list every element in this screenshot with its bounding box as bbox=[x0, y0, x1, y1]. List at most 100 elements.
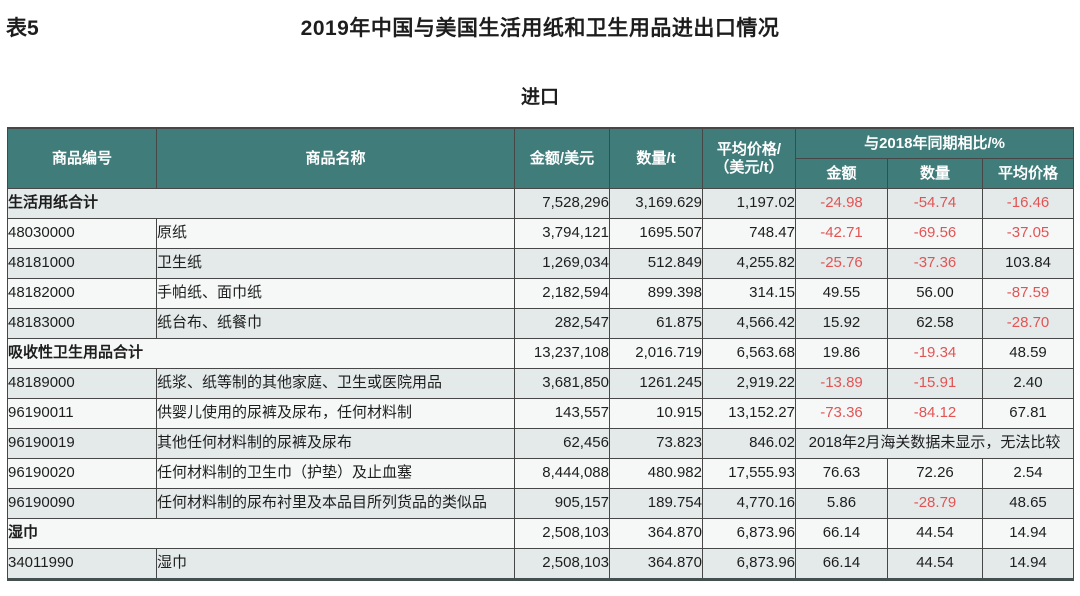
item-row: 48182000 手帕纸、面巾纸 2,182,594 899.398 314.15 49.… bbox=[7, 278, 1075, 309]
cell-pct-avg-price: 103.84 bbox=[981, 248, 1075, 279]
table-label: 表5 bbox=[6, 17, 39, 40]
cell-quantity: 899.398 bbox=[609, 278, 703, 309]
cell-pct-quantity: -28.79 bbox=[887, 488, 983, 519]
cell-product-name: 供婴儿使用的尿裤及尿布，任何材料制 bbox=[156, 398, 515, 429]
col-header-amount: 金额/美元 bbox=[514, 127, 610, 189]
cell-product-code: 34011990 bbox=[7, 548, 157, 580]
cell-pct-avg-price: 48.65 bbox=[981, 488, 1075, 519]
category-row: 湿巾 2,508,103 364.870 6,873.96 66.14 44.54 14.9… bbox=[7, 518, 1075, 549]
cell-product-name: 原纸 bbox=[156, 218, 515, 249]
cell-pct-quantity: -54.74 bbox=[887, 188, 983, 219]
cell-pct-amount: 5.86 bbox=[795, 488, 888, 519]
category-row: 吸收性卫生用品合计 13,237,108 2,016.719 6,563.68 19.8… bbox=[7, 338, 1075, 369]
cell-product-code: 96190090 bbox=[7, 488, 157, 519]
cell-amount: 143,557 bbox=[514, 398, 610, 429]
cell-pct-avg-price: 67.81 bbox=[981, 398, 1075, 429]
cell-amount: 3,681,850 bbox=[514, 368, 610, 399]
cell-product-code: 96190011 bbox=[7, 398, 157, 429]
cell-pct-amount: -24.98 bbox=[795, 188, 888, 219]
cell-quantity: 364.870 bbox=[609, 518, 703, 549]
cell-pct-amount: 66.14 bbox=[795, 518, 888, 549]
cell-pct-avg-price: 14.94 bbox=[981, 518, 1075, 549]
cell-avg-price: 17,555.93 bbox=[702, 458, 796, 489]
cell-product-code: 48030000 bbox=[7, 218, 157, 249]
col-header-name: 商品名称 bbox=[156, 127, 515, 189]
cell-product-name: 纸台布、纸餐巾 bbox=[156, 308, 515, 339]
cell-category-name: 吸收性卫生用品合计 bbox=[7, 338, 515, 369]
table-header: 商品编号 商品名称 金额/美元 数量/t 平均价格/ （美元/t） 与2018年… bbox=[7, 127, 1075, 189]
cell-pct-amount: -73.36 bbox=[795, 398, 888, 429]
cell-pct-avg-price: -87.59 bbox=[981, 278, 1075, 309]
cell-product-code: 48183000 bbox=[7, 308, 157, 339]
cell-avg-price: 6,873.96 bbox=[702, 548, 796, 580]
cell-quantity: 73.823 bbox=[609, 428, 703, 459]
cell-pct-quantity: -69.56 bbox=[887, 218, 983, 249]
cell-pct-quantity: -84.12 bbox=[887, 398, 983, 429]
cell-product-code: 48189000 bbox=[7, 368, 157, 399]
cell-pct-avg-price: 14.94 bbox=[981, 548, 1075, 580]
cell-quantity: 1261.245 bbox=[609, 368, 703, 399]
col-header-avg-price: 平均价格/ （美元/t） bbox=[702, 127, 796, 189]
cell-pct-amount: 19.86 bbox=[795, 338, 888, 369]
cell-product-name: 其他任何材料制的尿裤及尿布 bbox=[156, 428, 515, 459]
item-row: 96190011 供婴儿使用的尿裤及尿布，任何材料制 143,557 10.915 13… bbox=[7, 398, 1075, 429]
cell-avg-price: 13,152.27 bbox=[702, 398, 796, 429]
page-title: 2019年中国与美国生活用纸和卫生用品进出口情况 bbox=[300, 17, 780, 40]
cell-quantity: 2,016.719 bbox=[609, 338, 703, 369]
cell-avg-price: 846.02 bbox=[702, 428, 796, 459]
item-row: 96190090 任何材料制的尿布衬里及本品目所列货品的类似品 905,157 189… bbox=[7, 488, 1075, 519]
cell-avg-price: 6,563.68 bbox=[702, 338, 796, 369]
cell-amount: 905,157 bbox=[514, 488, 610, 519]
cell-pct-quantity: 56.00 bbox=[887, 278, 983, 309]
item-row: 96190020 任何材料制的卫生巾（护垫）及止血塞 8,444,088 480.98… bbox=[7, 458, 1075, 489]
import-table: 商品编号 商品名称 金额/美元 数量/t 平均价格/ （美元/t） 与2018年… bbox=[7, 127, 1075, 581]
cell-pct-amount: -13.89 bbox=[795, 368, 888, 399]
cell-quantity: 3,169.629 bbox=[609, 188, 703, 219]
cell-pct-avg-price: -16.46 bbox=[981, 188, 1075, 219]
cell-quantity: 61.875 bbox=[609, 308, 703, 339]
title-bar: 表5 2019年中国与美国生活用纸和卫生用品进出口情况 bbox=[0, 0, 1080, 49]
cell-quantity: 10.915 bbox=[609, 398, 703, 429]
category-row: 生活用纸合计 7,528,296 3,169.629 1,197.02 -24.98 -5… bbox=[7, 188, 1075, 219]
cell-pct-amount: 49.55 bbox=[795, 278, 888, 309]
col-header-compare-2018: 与2018年同期相比/% bbox=[794, 127, 1075, 159]
cell-compare-note: 2018年2月海关数据未显示，无法比较 bbox=[794, 428, 1075, 459]
cell-product-name: 手帕纸、面巾纸 bbox=[156, 278, 515, 309]
cell-category-name: 生活用纸合计 bbox=[7, 188, 515, 219]
item-row: 48030000 原纸 3,794,121 1695.507 748.47 -42.71-… bbox=[7, 218, 1075, 249]
cell-amount: 2,182,594 bbox=[514, 278, 610, 309]
cell-amount: 62,456 bbox=[514, 428, 610, 459]
col-header-pct-amount: 金额 bbox=[795, 158, 888, 189]
cell-amount: 2,508,103 bbox=[514, 548, 610, 580]
col-header-pct-avg-price: 平均价格 bbox=[981, 158, 1075, 189]
cell-pct-avg-price: 2.40 bbox=[981, 368, 1075, 399]
cell-product-name: 任何材料制的卫生巾（护垫）及止血塞 bbox=[156, 458, 515, 489]
cell-pct-quantity: 44.54 bbox=[887, 548, 983, 580]
cell-pct-amount: 66.14 bbox=[795, 548, 888, 580]
cell-amount: 7,528,296 bbox=[514, 188, 610, 219]
cell-quantity: 480.982 bbox=[609, 458, 703, 489]
cell-amount: 8,444,088 bbox=[514, 458, 610, 489]
cell-product-code: 48181000 bbox=[7, 248, 157, 279]
cell-pct-quantity: -19.34 bbox=[887, 338, 983, 369]
cell-product-name: 纸浆、纸等制的其他家庭、卫生或医院用品 bbox=[156, 368, 515, 399]
item-row: 48183000 纸台布、纸餐巾 282,547 61.875 4,566.42 15.9… bbox=[7, 308, 1075, 339]
cell-avg-price: 4,770.16 bbox=[702, 488, 796, 519]
cell-pct-avg-price: -37.05 bbox=[981, 218, 1075, 249]
cell-category-name: 湿巾 bbox=[7, 518, 515, 549]
cell-product-code: 48182000 bbox=[7, 278, 157, 309]
cell-quantity: 189.754 bbox=[609, 488, 703, 519]
cell-pct-amount: -42.71 bbox=[795, 218, 888, 249]
item-row: 48189000 纸浆、纸等制的其他家庭、卫生或医院用品 3,681,850 1261… bbox=[7, 368, 1075, 399]
col-header-pct-quantity: 数量 bbox=[887, 158, 983, 189]
cell-pct-quantity: 44.54 bbox=[887, 518, 983, 549]
cell-avg-price: 748.47 bbox=[702, 218, 796, 249]
cell-avg-price: 314.15 bbox=[702, 278, 796, 309]
cell-product-name: 任何材料制的尿布衬里及本品目所列货品的类似品 bbox=[156, 488, 515, 519]
col-header-quantity: 数量/t bbox=[609, 127, 703, 189]
cell-amount: 1,269,034 bbox=[514, 248, 610, 279]
item-row: 34011990 湿巾 2,508,103 364.870 6,873.96 66.14 4… bbox=[7, 548, 1075, 580]
cell-pct-avg-price: 48.59 bbox=[981, 338, 1075, 369]
cell-amount: 13,237,108 bbox=[514, 338, 610, 369]
cell-pct-quantity: -37.36 bbox=[887, 248, 983, 279]
